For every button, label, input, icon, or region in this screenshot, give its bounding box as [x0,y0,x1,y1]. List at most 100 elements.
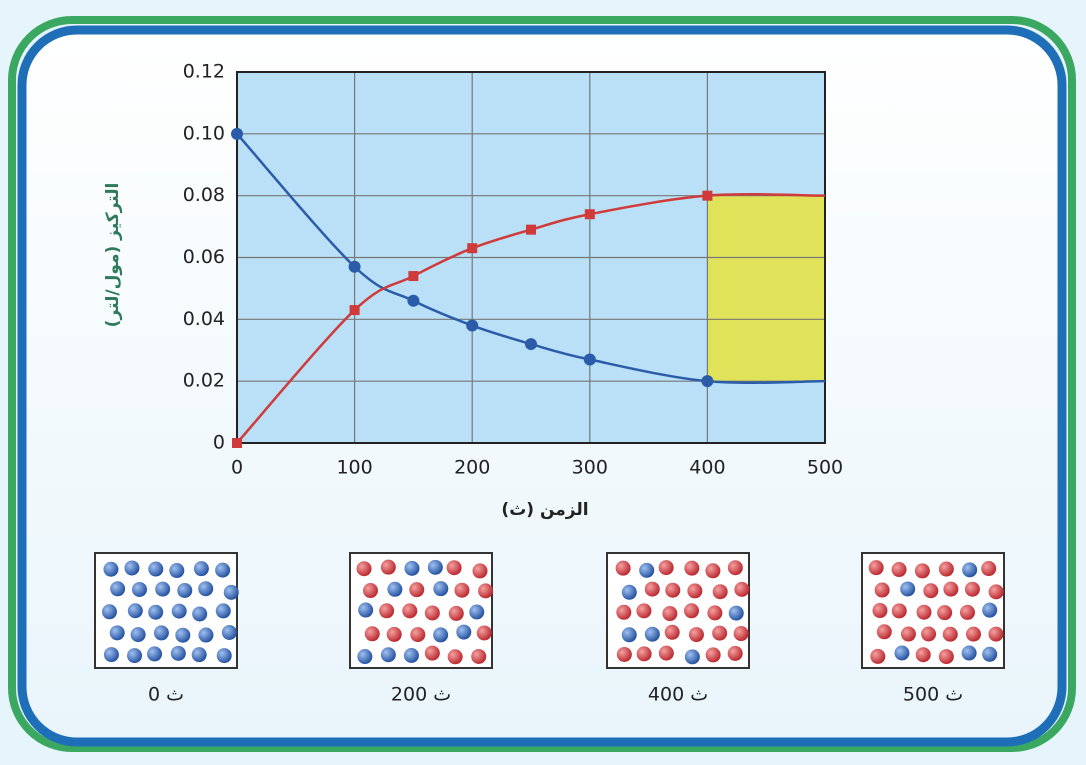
molecule [869,560,884,575]
molecule [960,605,975,620]
molecule [988,627,1003,642]
molecule [617,647,632,662]
molecule [685,649,700,664]
marker [349,261,361,273]
molecule [966,627,981,642]
y-tick-label: 0.12 [183,61,225,83]
molecule [915,563,930,578]
molecule [454,583,469,598]
molecule [622,585,637,600]
molecule [132,582,147,597]
molecule [622,627,637,642]
marker [701,375,713,387]
molecule [877,624,892,639]
molecule [916,647,931,662]
marker [585,209,595,219]
molecule [943,627,958,642]
molecule [870,649,885,664]
marker [702,191,712,201]
y-tick-label: 0 [213,432,225,454]
molecule [128,603,143,618]
molecule [433,627,448,642]
molecule [729,606,744,621]
molecule [381,560,396,575]
molecule [222,625,237,640]
x-tick-label: 100 [336,457,372,479]
molecule [425,605,440,620]
marker [407,295,419,307]
molecule [684,603,699,618]
molecule [894,646,909,661]
molecule [169,563,184,578]
molecule [425,646,440,661]
marker [231,128,243,140]
molecule [901,627,916,642]
panel-label: 0 ث [148,684,184,706]
molecule [616,605,631,620]
molecule [636,603,651,618]
molecule [707,605,722,620]
molecule [921,626,936,641]
molecule [192,647,207,662]
molecule [154,625,169,640]
molecule [410,627,425,642]
marker [525,338,537,350]
x-tick-label: 0 [231,457,243,479]
molecule [357,649,372,664]
molecule [923,583,938,598]
molecule [875,583,890,598]
molecule [962,646,977,661]
chart: التركيز (مول/لتر) الزمن (ث) 00.020.040.0… [0,0,1086,761]
molecule [982,603,997,618]
molecule [478,583,493,598]
molecule [198,581,213,596]
molecule [645,627,660,642]
molecule [131,627,146,642]
marker [350,305,360,315]
molecule [689,627,704,642]
molecule [662,606,677,621]
y-tick-label: 0.02 [183,370,225,392]
marker [526,225,536,235]
molecule [937,605,952,620]
x-tick-label: 200 [454,457,490,479]
molecule [665,625,680,640]
molecule [472,563,487,578]
molecule [665,583,680,598]
molecule [637,646,652,661]
molecule [639,563,654,578]
panel-label: 500 ث [903,684,963,706]
molecule [127,648,142,663]
molecule [177,583,192,598]
molecule [706,647,721,662]
x-tick-label: 400 [689,457,725,479]
molecule [103,562,118,577]
molecule [387,582,402,597]
molecule [449,606,464,621]
molecule [448,649,463,664]
molecule [477,625,492,640]
molecule [659,646,674,661]
molecule [171,646,186,661]
molecule [645,582,660,597]
molecule [892,603,907,618]
molecule [943,582,958,597]
plot: 00.020.040.060.080.100.12010020030040050… [183,61,843,479]
molecule [381,647,396,662]
molecule [684,561,699,576]
x-tick-label: 300 [572,457,608,479]
molecule [102,604,117,619]
molecule [124,560,139,575]
molecule [659,560,674,575]
y-tick-label: 0.08 [183,184,225,206]
x-axis-label: الزمن (ث) [501,500,588,520]
molecule [147,646,162,661]
molecule [892,562,907,577]
panel-label: 400 ث [648,684,708,706]
molecule [447,560,462,575]
marker [232,438,242,448]
molecule [148,562,163,577]
molecule [198,628,213,643]
molecule [965,582,980,597]
molecule [387,627,402,642]
